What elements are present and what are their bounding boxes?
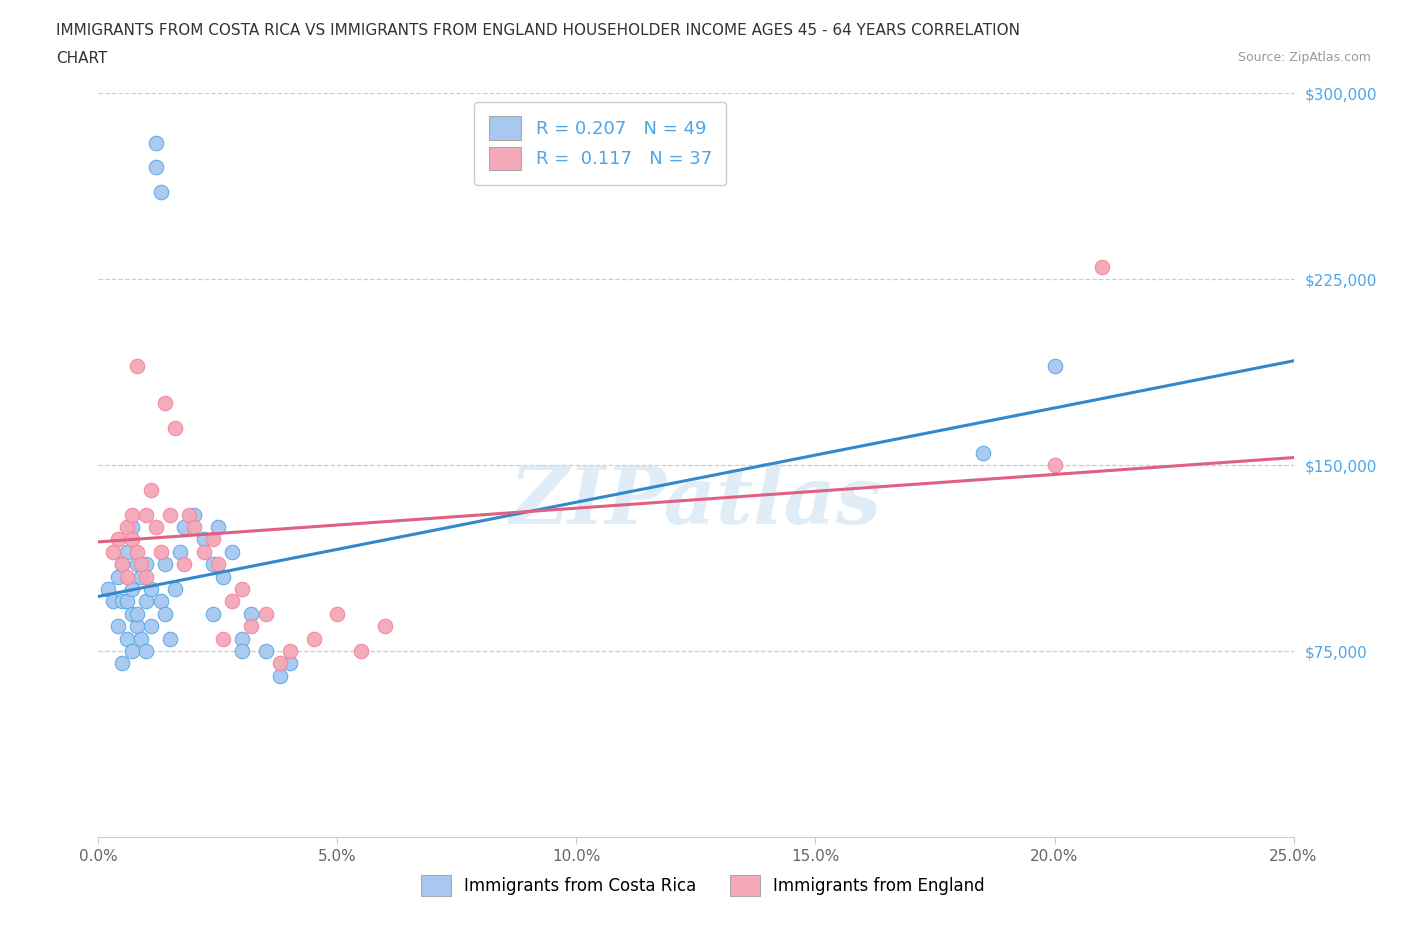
Point bbox=[211, 631, 233, 646]
Point bbox=[169, 544, 191, 559]
Point bbox=[115, 631, 138, 646]
Point bbox=[269, 656, 291, 671]
Point bbox=[125, 557, 148, 572]
Point bbox=[107, 618, 129, 633]
Point bbox=[121, 644, 143, 658]
Text: Source: ZipAtlas.com: Source: ZipAtlas.com bbox=[1237, 51, 1371, 64]
Point bbox=[1091, 259, 1114, 274]
Point bbox=[145, 520, 167, 535]
Point bbox=[278, 656, 301, 671]
Point bbox=[1043, 358, 1066, 373]
Point bbox=[149, 185, 172, 200]
Point bbox=[374, 618, 396, 633]
Point bbox=[207, 557, 229, 572]
Point bbox=[111, 557, 134, 572]
Point bbox=[135, 644, 157, 658]
Point bbox=[207, 520, 229, 535]
Point bbox=[159, 631, 181, 646]
Point bbox=[155, 557, 177, 572]
Point bbox=[350, 644, 373, 658]
Point bbox=[302, 631, 325, 646]
Point bbox=[163, 581, 186, 596]
Point bbox=[972, 445, 994, 460]
Point bbox=[221, 544, 243, 559]
Point bbox=[125, 544, 148, 559]
Point bbox=[115, 594, 138, 609]
Point bbox=[121, 606, 143, 621]
Point bbox=[139, 581, 162, 596]
Point bbox=[101, 544, 124, 559]
Point bbox=[155, 606, 177, 621]
Point bbox=[115, 544, 138, 559]
Point bbox=[125, 618, 148, 633]
Point bbox=[202, 557, 225, 572]
Point bbox=[139, 618, 162, 633]
Point bbox=[145, 135, 167, 150]
Point bbox=[135, 594, 157, 609]
Text: CHART: CHART bbox=[56, 51, 108, 66]
Point bbox=[240, 618, 263, 633]
Point bbox=[111, 594, 134, 609]
Point bbox=[221, 594, 243, 609]
Point bbox=[269, 669, 291, 684]
Point bbox=[149, 544, 172, 559]
Point bbox=[121, 507, 143, 522]
Point bbox=[131, 557, 153, 572]
Point bbox=[145, 160, 167, 175]
Point bbox=[107, 532, 129, 547]
Point bbox=[111, 656, 134, 671]
Point bbox=[231, 631, 253, 646]
Point bbox=[231, 644, 253, 658]
Point bbox=[202, 532, 225, 547]
Point bbox=[231, 581, 253, 596]
Point bbox=[155, 395, 177, 410]
Point bbox=[163, 420, 186, 435]
Point bbox=[139, 483, 162, 498]
Point bbox=[121, 532, 143, 547]
Point bbox=[131, 631, 153, 646]
Point bbox=[193, 532, 215, 547]
Point bbox=[135, 507, 157, 522]
Point bbox=[159, 507, 181, 522]
Point bbox=[121, 581, 143, 596]
Point bbox=[121, 520, 143, 535]
Point bbox=[125, 606, 148, 621]
Point bbox=[183, 520, 205, 535]
Point bbox=[240, 606, 263, 621]
Point bbox=[97, 581, 120, 596]
Point bbox=[173, 520, 195, 535]
Text: ZIPatlas: ZIPatlas bbox=[510, 463, 882, 541]
Point bbox=[1043, 458, 1066, 472]
Text: IMMIGRANTS FROM COSTA RICA VS IMMIGRANTS FROM ENGLAND HOUSEHOLDER INCOME AGES 45: IMMIGRANTS FROM COSTA RICA VS IMMIGRANTS… bbox=[56, 23, 1021, 38]
Point bbox=[173, 557, 195, 572]
Legend: Immigrants from Costa Rica, Immigrants from England: Immigrants from Costa Rica, Immigrants f… bbox=[415, 869, 991, 903]
Point bbox=[115, 520, 138, 535]
Point bbox=[211, 569, 233, 584]
Point bbox=[131, 569, 153, 584]
Point bbox=[326, 606, 349, 621]
Point bbox=[254, 606, 277, 621]
Point bbox=[107, 569, 129, 584]
Point bbox=[111, 557, 134, 572]
Legend: R = 0.207   N = 49, R =  0.117   N = 37: R = 0.207 N = 49, R = 0.117 N = 37 bbox=[474, 102, 727, 184]
Point bbox=[135, 557, 157, 572]
Point bbox=[101, 594, 124, 609]
Point bbox=[125, 358, 148, 373]
Point bbox=[278, 644, 301, 658]
Point bbox=[193, 544, 215, 559]
Point bbox=[183, 507, 205, 522]
Point bbox=[115, 569, 138, 584]
Point bbox=[179, 507, 201, 522]
Point bbox=[254, 644, 277, 658]
Point bbox=[135, 569, 157, 584]
Point bbox=[149, 594, 172, 609]
Point bbox=[202, 606, 225, 621]
